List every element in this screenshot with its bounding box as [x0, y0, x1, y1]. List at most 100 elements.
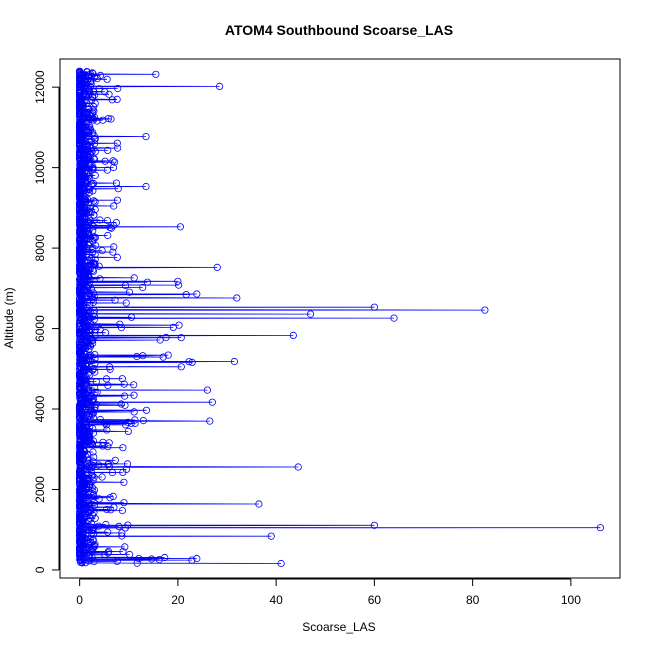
data-point: [185, 358, 193, 366]
data-point: [90, 233, 98, 241]
data-point: [108, 468, 117, 477]
data-point: [89, 116, 97, 124]
data-point: [142, 182, 150, 191]
x-tick-label: 40: [269, 593, 283, 607]
data-point: [133, 559, 141, 567]
chart-title: ATOM4 Southbound Scoarse_LAS: [225, 22, 453, 38]
data-point: [90, 406, 99, 414]
data-point: [85, 557, 93, 565]
data-point: [90, 312, 98, 320]
data-point: [113, 557, 121, 565]
data-point: [155, 555, 163, 564]
data-point: [110, 202, 118, 210]
data-point: [139, 352, 147, 360]
data-point: [84, 342, 92, 350]
data-point: [105, 462, 114, 471]
data-point: [80, 257, 89, 265]
data-point: [89, 545, 97, 553]
data-point: [390, 314, 398, 322]
data-point: [114, 144, 122, 152]
data-point: [111, 296, 119, 304]
data-point: [90, 156, 99, 164]
data-point: [193, 290, 201, 298]
data-point: [122, 421, 130, 429]
data-point: [85, 85, 93, 93]
data-point: [111, 158, 119, 166]
data-point: [169, 323, 177, 331]
data-point: [95, 461, 103, 469]
data-point: [104, 231, 112, 240]
data-point: [85, 188, 94, 197]
data-point: [156, 336, 164, 344]
data-point: [127, 313, 136, 321]
data-point: [103, 166, 111, 174]
data-point: [110, 243, 118, 251]
data-point: [90, 473, 98, 481]
data-point: [90, 307, 99, 315]
data-point: [102, 329, 110, 337]
data-point: [143, 278, 151, 286]
data-point: [109, 163, 118, 172]
data-point: [102, 421, 111, 429]
data-point: [113, 139, 121, 147]
data-point: [109, 248, 117, 256]
y-axis: 0 2000 4000 6000 8000 10000 12000: [33, 70, 60, 573]
data-point: [113, 95, 121, 104]
data-point: [86, 275, 94, 283]
plot-area: [76, 67, 605, 568]
data-point: [481, 306, 489, 314]
x-tick-label: 0: [76, 593, 83, 607]
data-point: [118, 529, 126, 537]
data-point: [188, 358, 196, 366]
data-point: [93, 117, 101, 125]
data-point: [596, 524, 605, 532]
data-point: [98, 247, 106, 255]
data-point: [370, 303, 378, 311]
data-point: [87, 515, 95, 523]
data-point: [83, 378, 91, 387]
data-point: [130, 381, 138, 389]
data-point: [89, 267, 98, 275]
data-point: [88, 109, 97, 117]
data-point: [85, 114, 93, 122]
data-point: [118, 506, 127, 515]
data-point: [124, 427, 132, 435]
data-point: [99, 442, 107, 450]
data-point: [114, 84, 122, 93]
data-point: [95, 262, 103, 270]
data-point: [85, 412, 93, 420]
data-point: [130, 274, 138, 282]
data-point: [90, 223, 98, 231]
data-point: [176, 223, 184, 231]
data-point: [85, 86, 94, 94]
data-point: [96, 275, 104, 283]
data-point: [96, 325, 104, 333]
data-point: [89, 407, 97, 416]
data-point: [113, 253, 121, 261]
data-point: [370, 521, 378, 529]
data-point: [120, 499, 128, 507]
data-point: [116, 320, 124, 328]
data-point: [127, 419, 135, 427]
data-point: [90, 453, 98, 461]
data-point: [78, 559, 86, 567]
data-point: [104, 528, 112, 536]
data-point: [142, 406, 151, 414]
data-point: [91, 359, 99, 367]
data-point: [119, 547, 127, 556]
data-point: [216, 82, 224, 91]
data-point: [106, 494, 114, 502]
data-point: [86, 536, 94, 544]
data-point: [105, 439, 113, 447]
data-point: [106, 363, 114, 371]
data-point: [230, 357, 238, 366]
data-point: [90, 557, 98, 566]
data-point: [152, 70, 160, 78]
data-point: [306, 310, 315, 318]
plot-frame: [59, 58, 621, 579]
data-point: [104, 146, 112, 154]
data-point: [95, 495, 103, 503]
data-point: [89, 295, 97, 303]
data-point: [109, 492, 117, 500]
